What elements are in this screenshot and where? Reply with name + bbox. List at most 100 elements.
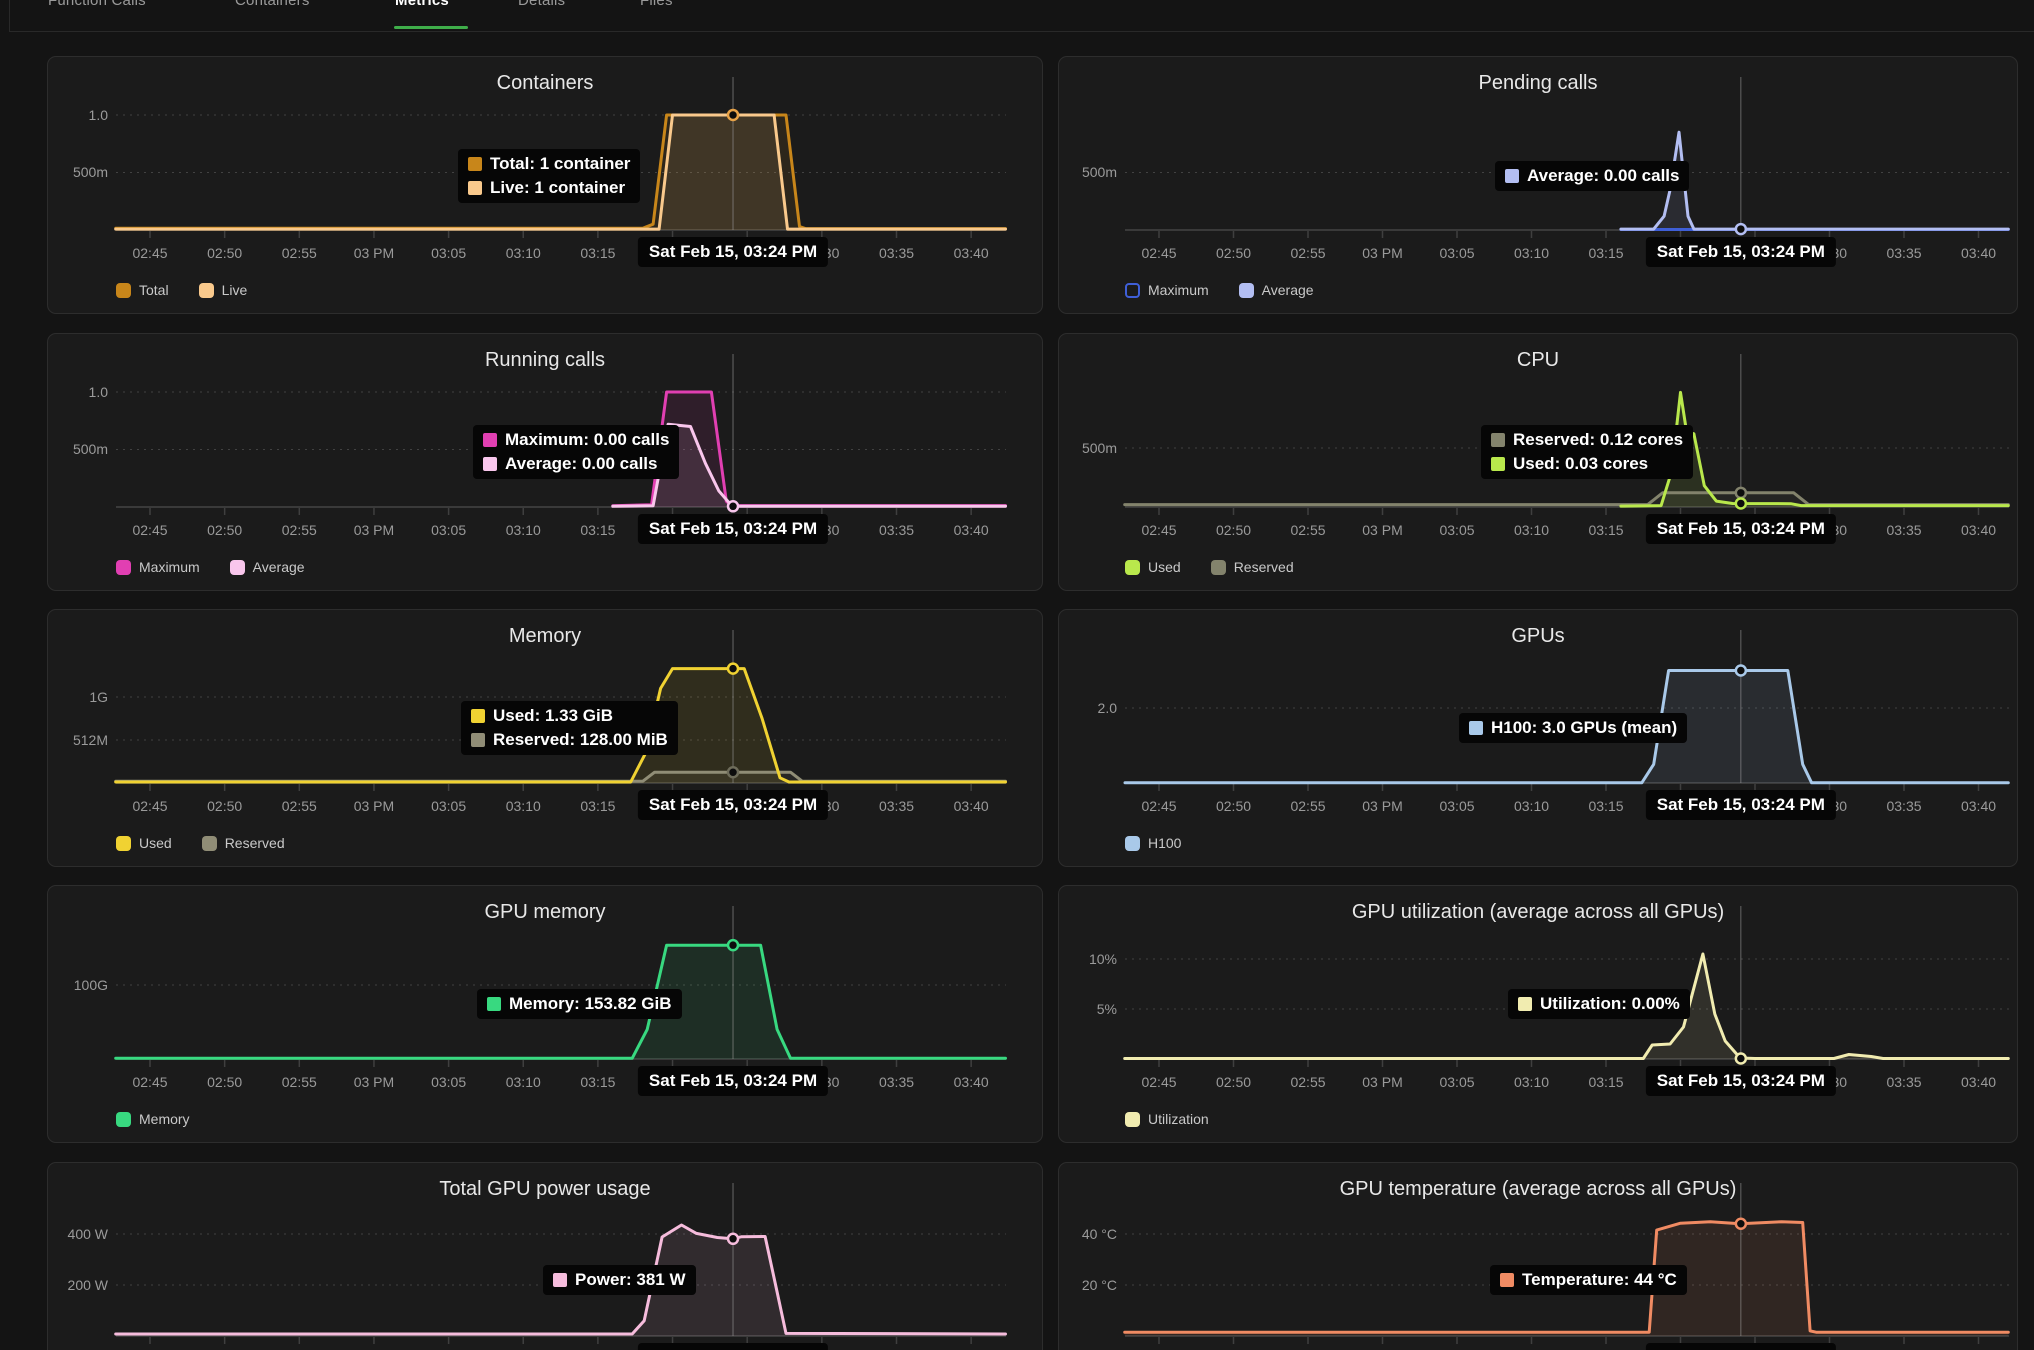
date-tooltip: Sat Feb 15, 03:24 PM (1645, 237, 1836, 267)
series-line-live (114, 113, 1007, 231)
tooltip-swatch (468, 181, 482, 195)
legend-item-maximum[interactable]: Maximum (116, 559, 200, 575)
crosshair-marker (726, 765, 740, 779)
legend-item-reserved[interactable]: Reserved (1210, 559, 1294, 575)
x-axis-label: 02:50 (207, 1074, 243, 1090)
chart-card-memory: Memory 1G 512M 02:45 02:50 02:55 03 PM 03:05 03:… (47, 609, 1043, 867)
x-axis-label: 03:40 (953, 798, 989, 814)
tooltip-row: H100: 3.0 GPUs (mean) (1469, 718, 1677, 738)
x-axis-label: 03:05 (1439, 1074, 1475, 1090)
x-axis-label: 02:55 (1290, 1074, 1326, 1090)
y-axis-label: 10% (1088, 951, 1117, 967)
crosshair-marker (1734, 486, 1748, 500)
tab-details[interactable]: Details (518, 0, 566, 9)
chart-card-cpu: CPU 500m 02:45 02:50 02:55 03 PM 03:05 03:10 03:… (1058, 333, 2018, 591)
legend-swatch (198, 282, 214, 298)
x-axis-label: 02:45 (132, 1074, 168, 1090)
legend-swatch (1238, 282, 1254, 298)
legend-item-live[interactable]: Live (198, 282, 247, 298)
chart-plot-running-calls[interactable] (48, 334, 1042, 590)
tooltip-swatch (471, 709, 485, 723)
x-axis-label: 02:55 (1290, 522, 1326, 538)
x-axis-label: 02:55 (281, 798, 317, 814)
legend-item-memory[interactable]: Memory (116, 1111, 190, 1127)
chart-card-gpu-memory: GPU memory 100G 02:45 02:50 02:55 03 PM 03:05 0… (47, 885, 1043, 1143)
series-fill-h100 (1125, 670, 2009, 783)
x-axis-label: 02:55 (1290, 798, 1326, 814)
x-axis-label: 03:35 (1886, 522, 1922, 538)
chart-card-gpus: GPUs 2.0 02:45 02:50 02:55 03 PM 03:05 03:10 03:… (1058, 609, 2018, 867)
x-axis-label: 03 PM (353, 245, 395, 261)
chart-plot-gpu-memory[interactable] (48, 886, 1042, 1142)
x-axis-label: 02:50 (1215, 522, 1252, 538)
tooltip-swatch (1491, 433, 1505, 447)
tooltip-row: Utilization: 0.00% (1518, 994, 1680, 1014)
y-axis-label: 1.0 (88, 106, 108, 123)
x-axis-label: 02:50 (207, 522, 243, 538)
chart-plot-pending-calls[interactable] (1059, 57, 2017, 313)
date-tooltip: Sat Feb 15, 03:24 PM (637, 1343, 829, 1350)
chart-legend: Utilization (1125, 1111, 1209, 1127)
legend-item-total[interactable]: Total (116, 282, 169, 298)
tab-containers[interactable]: Containers (235, 0, 310, 9)
tooltip-value: Live: 1 container (490, 178, 626, 197)
tooltip-row: Memory: 153.82 GiB (487, 994, 672, 1014)
date-tooltip: Sat Feb 15, 03:24 PM (1645, 514, 1836, 544)
chart-plot-memory[interactable] (48, 610, 1042, 866)
legend-item-average[interactable]: Average (1238, 282, 1314, 298)
date-tooltip: Sat Feb 15, 03:24 PM (637, 514, 829, 544)
x-axis-label: 03:10 (1513, 798, 1550, 814)
legend-item-used[interactable]: Used (116, 835, 172, 851)
chart-legend: Maximum Average (1125, 282, 1314, 298)
x-axis-label: 03:05 (431, 1074, 467, 1090)
legend-item-maximum[interactable]: Maximum (1125, 282, 1209, 298)
tooltip-row: Used: 1.33 GiB (471, 706, 668, 726)
x-axis-label: 03:05 (431, 798, 467, 814)
chart-plot-gpu-utilization[interactable] (1059, 886, 2017, 1142)
tab-metrics[interactable]: Metrics (395, 0, 449, 9)
series-fill-maximum (612, 392, 1006, 507)
x-axis-label: 03:10 (1513, 245, 1550, 261)
chart-plot-gpu-temperature[interactable] (1059, 1163, 2017, 1350)
y-axis-label: 500m (1081, 439, 1117, 456)
tab-files[interactable]: Files (640, 0, 673, 9)
legend-swatch (116, 282, 131, 298)
chart-plot-containers[interactable] (48, 57, 1042, 313)
chart-legend: Total Live (116, 282, 247, 298)
legend-label: Reserved (1233, 559, 1294, 575)
crosshair-marker (1734, 1217, 1748, 1231)
x-axis-label: 03:15 (580, 522, 616, 538)
chart-legend: Used Reserved (1125, 559, 1294, 575)
x-axis-label: 03 PM (353, 1074, 395, 1090)
tooltip-swatch (483, 433, 497, 447)
x-axis-label: 03:35 (1886, 245, 1922, 261)
crosshair-marker (726, 1232, 740, 1246)
x-axis-label: 03:15 (1588, 798, 1624, 814)
x-axis-label: 02:55 (281, 245, 317, 261)
chart-legend: Memory (116, 1111, 190, 1127)
tooltip-swatch (553, 1273, 567, 1287)
legend-item-h100[interactable]: H100 (1125, 835, 1181, 851)
y-axis-label: 100G (73, 976, 108, 993)
legend-label: Used (139, 835, 172, 851)
x-axis-label: 03:35 (878, 1074, 915, 1090)
legend-item-utilization[interactable]: Utilization (1125, 1111, 1209, 1127)
tooltip-value: H100: 3.0 GPUs (mean) (1491, 718, 1678, 737)
legend-label: Total (139, 282, 169, 298)
legend-item-reserved[interactable]: Reserved (201, 835, 285, 851)
crosshair-marker (726, 662, 740, 675)
chart-legend: Maximum Average (116, 559, 305, 575)
chart-legend: H100 (1125, 835, 1181, 851)
x-axis-label: 03 PM (1362, 798, 1403, 814)
series-line-average (1619, 130, 2010, 231)
tooltip-cpu: Reserved: 0.12 cores Used: 0.03 cores (1481, 425, 1694, 479)
x-axis-label: 02:50 (1215, 245, 1252, 261)
legend-item-average[interactable]: Average (229, 559, 305, 575)
tooltip-value: Temperature: 44 °C (1522, 1270, 1677, 1289)
legend-item-used[interactable]: Used (1125, 559, 1181, 575)
chart-plot-gpu-power[interactable] (48, 1163, 1042, 1350)
series-line-used (114, 667, 1007, 784)
x-axis-label: 02:55 (281, 1074, 317, 1090)
chart-plot-gpus[interactable] (1059, 610, 2017, 866)
tab-function-calls[interactable]: Function Calls (48, 0, 146, 9)
